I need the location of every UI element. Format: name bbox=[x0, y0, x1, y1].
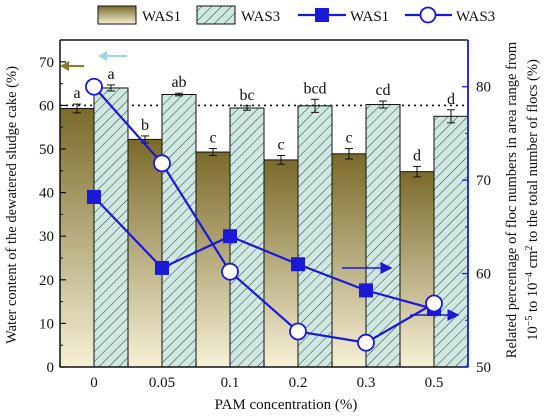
y-left-tick-label-2: 20 bbox=[39, 273, 54, 289]
bar-was3-3 bbox=[297, 105, 333, 368]
significance-label-0-3: c bbox=[277, 137, 284, 154]
x-tick-label-1: 0.05 bbox=[149, 375, 175, 391]
point-circle-5 bbox=[425, 294, 443, 313]
y-left-tick-label-3: 30 bbox=[39, 229, 54, 245]
x-tick-label-3: 0.2 bbox=[289, 375, 308, 391]
significance-label-1-1: ab bbox=[171, 74, 186, 91]
point-circle-2 bbox=[221, 262, 239, 281]
significance-label-1-3: bcd bbox=[303, 80, 326, 97]
y-axis-right-title-part-1: −5 bbox=[524, 316, 535, 327]
legend-marker-circle bbox=[419, 6, 437, 24]
x-tick-label-0: 0 bbox=[90, 375, 98, 391]
y-left-tick-label-1: 10 bbox=[39, 316, 54, 332]
y-right-tick-label-0: 50 bbox=[476, 360, 491, 376]
significance-label-0-1: b bbox=[141, 117, 149, 134]
y-axis-right-title-part-5: 2 bbox=[524, 246, 535, 251]
x-tick-label-2: 0.1 bbox=[221, 375, 240, 391]
legend-marker-square bbox=[315, 8, 329, 22]
y-axis-right-title-part-4: cm bbox=[525, 250, 541, 272]
significance-label-0-0: a bbox=[73, 85, 80, 102]
bar-was1-5 bbox=[399, 171, 435, 368]
bar-was3-1 bbox=[161, 94, 197, 368]
arrow-ghost-head bbox=[98, 51, 107, 61]
y-right-tick-label-2: 70 bbox=[476, 173, 491, 189]
point-square-2 bbox=[223, 229, 237, 244]
arrow-left-axis-head bbox=[60, 61, 69, 71]
bar-was1-1 bbox=[127, 138, 163, 368]
y-left-tick-label-5: 50 bbox=[39, 142, 54, 158]
y-left-tick-label-4: 40 bbox=[39, 186, 54, 202]
y-right-tick-label-1: 60 bbox=[476, 267, 491, 283]
legend-swatch-bar-was3 bbox=[196, 5, 236, 25]
y-axis-right-title-part-6: to the total number of flocs (%) bbox=[525, 59, 541, 246]
point-square-3 bbox=[291, 257, 305, 272]
significance-label-0-2: c bbox=[209, 130, 216, 147]
significance-label-0-4: c bbox=[345, 130, 352, 147]
y-axis-right-title-part-2: to 10 bbox=[525, 283, 541, 316]
x-tick-label-4: 0.3 bbox=[357, 375, 376, 391]
legend-swatch-bar-was1 bbox=[97, 5, 137, 25]
y-axis-left-title: Water content of the dewatered sludge ca… bbox=[4, 66, 20, 344]
x-tick-label-5: 0.5 bbox=[425, 375, 444, 391]
legend-label-line-was1: WAS1 bbox=[350, 9, 389, 25]
point-square-1 bbox=[155, 260, 169, 275]
significance-label-1-0: a bbox=[107, 66, 114, 83]
x-axis-title: PAM concentration (%) bbox=[215, 397, 358, 413]
significance-label-0-5: d bbox=[413, 147, 421, 164]
y-axis-right-title-line1: Related percentage of floc numbers in ar… bbox=[504, 41, 520, 358]
point-circle-4 bbox=[357, 333, 375, 352]
bar-was3-4 bbox=[365, 104, 401, 368]
point-circle-3 bbox=[289, 322, 307, 341]
bar-was1-2 bbox=[195, 151, 231, 368]
y-axis-right-title-line2: 10−5 to 10−4 cm2 to the total number of … bbox=[524, 59, 542, 341]
point-circle-1 bbox=[153, 154, 171, 173]
y-axis-right-title-part-3: −4 bbox=[524, 272, 535, 283]
significance-label-1-5: d bbox=[447, 91, 455, 108]
y-right-tick-label-3: 80 bbox=[476, 80, 491, 96]
bar-was1-4 bbox=[331, 153, 367, 368]
y-axis-right-title-part-0: 10 bbox=[525, 326, 541, 341]
point-square-0 bbox=[87, 189, 101, 204]
significance-label-1-4: cd bbox=[375, 82, 390, 99]
line-series-was3-1 bbox=[93, 85, 435, 344]
legend-label-bar-was3: WAS3 bbox=[241, 9, 280, 25]
y-left-tick-label-0: 0 bbox=[47, 360, 55, 376]
significance-label-1-2: bc bbox=[239, 87, 254, 104]
point-square-4 bbox=[359, 283, 373, 298]
y-left-tick-label-6: 60 bbox=[39, 98, 54, 114]
line-series-was1-0 bbox=[93, 196, 435, 311]
point-circle-0 bbox=[85, 77, 103, 96]
legend-label-line-was3: WAS3 bbox=[456, 9, 495, 25]
y-left-tick-label-7: 70 bbox=[39, 55, 54, 71]
bar-was1-0 bbox=[59, 107, 95, 368]
bar-was3-5 bbox=[433, 115, 469, 368]
legend-label-bar-was1: WAS1 bbox=[142, 9, 181, 25]
